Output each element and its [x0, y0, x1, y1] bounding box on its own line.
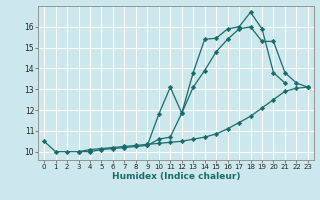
X-axis label: Humidex (Indice chaleur): Humidex (Indice chaleur) [112, 172, 240, 181]
